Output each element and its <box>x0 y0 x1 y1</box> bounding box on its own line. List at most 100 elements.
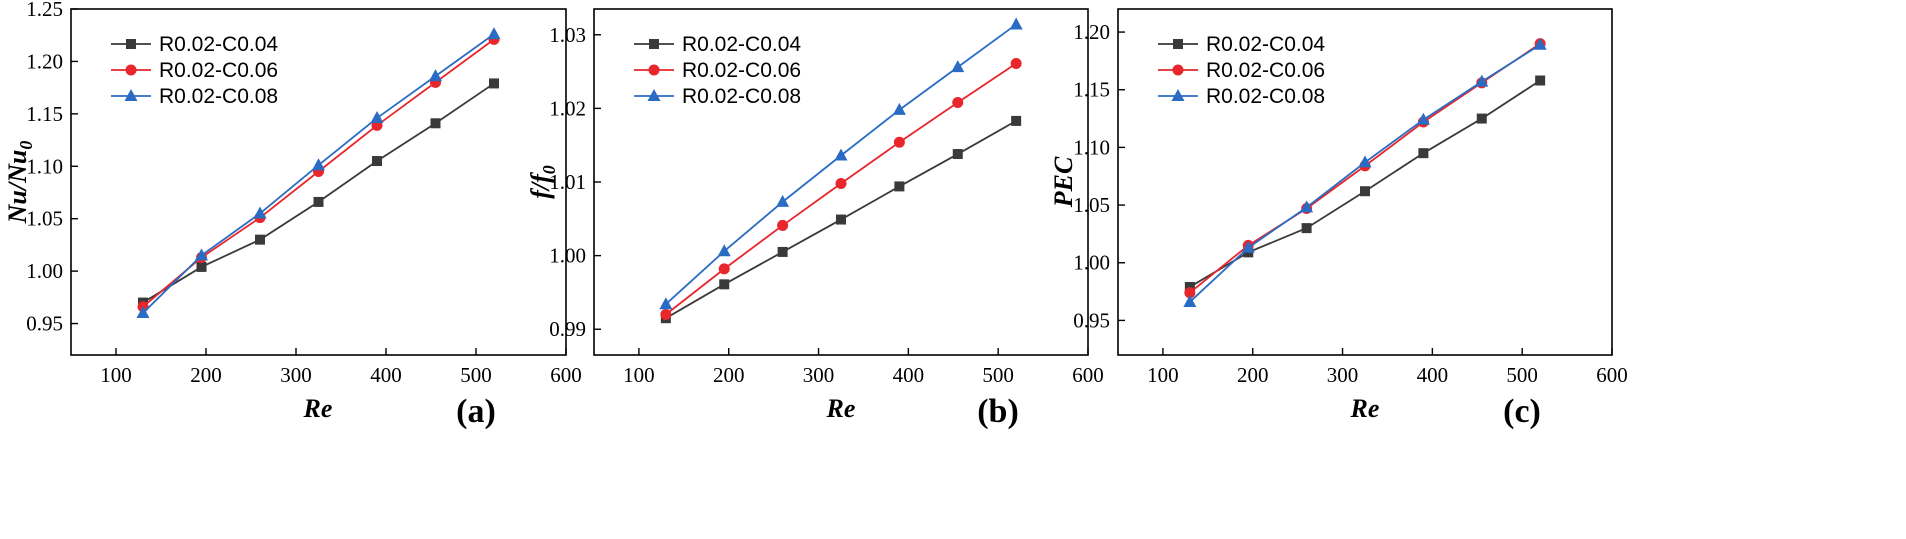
data-point-b-1-5 <box>952 96 964 108</box>
data-point-c-0-3 <box>1360 186 1370 197</box>
legend-label-b-2: R0.02-C0.08 <box>682 85 801 108</box>
x-axis-title-c: Re <box>1350 394 1380 423</box>
data-point-b-2-4 <box>892 102 906 115</box>
data-point-a-2-2 <box>253 206 267 219</box>
panel-label-a: (a) <box>456 393 496 430</box>
data-point-a-0-1 <box>196 261 207 272</box>
x-tick-label-a-0: 100 <box>100 363 132 387</box>
legend-label-a-2: R0.02-C0.08 <box>159 85 278 108</box>
y-tick-label-b-3: 1.02 <box>549 96 586 120</box>
data-point-c-0-5 <box>1476 113 1487 124</box>
data-point-c-2-4 <box>1416 112 1430 125</box>
legend-marker-a-1 <box>125 64 137 76</box>
x-tick-label-c-4: 500 <box>1506 363 1538 387</box>
y-tick-label-a-0: 0.95 <box>26 312 63 336</box>
x-tick-label-c-3: 400 <box>1417 363 1449 387</box>
data-point-b-1-6 <box>1010 57 1022 69</box>
y-tick-label-c-3: 1.10 <box>1073 135 1110 159</box>
data-point-a-0-3 <box>313 196 324 207</box>
legend-label-b-0: R0.02-C0.04 <box>682 33 801 56</box>
data-point-b-0-2 <box>777 246 788 257</box>
series-line-a-0 <box>142 82 495 304</box>
data-point-a-2-4 <box>370 111 384 124</box>
legend-label-c-1: R0.02-C0.06 <box>1206 59 1325 82</box>
y-axis-title-c: PEC <box>1049 156 1078 208</box>
chart-panel-a: 100 200 300 400 500 600 0.95 1.00 1.05 1.10 1.15 1.… <box>3 0 582 430</box>
x-tick-label-a-1: 200 <box>190 363 222 387</box>
data-point-b-1-4 <box>893 136 905 148</box>
legend-label-a-0: R0.02-C0.04 <box>159 33 278 56</box>
data-point-c-1-0 <box>1184 287 1196 299</box>
data-point-c-2-6 <box>1533 37 1547 50</box>
data-point-a-2-1 <box>195 248 208 261</box>
x-tick-label-a-2: 300 <box>280 363 312 387</box>
data-point-c-2-0 <box>1183 294 1197 307</box>
series-line-c-0 <box>1189 79 1541 288</box>
y-tick-label-c-5: 1.20 <box>1073 20 1110 44</box>
data-point-b-0-4 <box>894 181 905 192</box>
y-tick-label-c-4: 1.15 <box>1073 78 1110 102</box>
y-axis-title-main-b: f/f <box>526 172 555 199</box>
chart-panel-c: 100 200 300 400 500 600 0.95 1.00 1.05 1.10 1.15 1.… <box>1049 8 1628 430</box>
data-point-b-1-0 <box>660 309 672 321</box>
x-tick-label-a-5: 600 <box>550 363 582 387</box>
data-point-b-0-1 <box>719 279 730 290</box>
data-point-b-1-3 <box>835 177 847 189</box>
y-axis-title-main-c: PEC <box>1049 156 1078 208</box>
y-axis-title-subscript-b: 0 <box>539 165 559 174</box>
x-tick-label-c-1: 200 <box>1237 363 1269 387</box>
x-tick-label-b-3: 400 <box>893 363 925 387</box>
data-point-a-0-4 <box>372 156 382 167</box>
y-tick-label-c-2: 1.05 <box>1073 193 1110 217</box>
y-tick-label-a-5: 1.20 <box>26 49 63 73</box>
data-point-b-1-1 <box>718 263 730 275</box>
panel-label-c: (c) <box>1503 393 1541 430</box>
y-axis-title-b: f/f0 <box>526 165 559 199</box>
legend-marker-a-0 <box>126 39 136 49</box>
legend-marker-c-0 <box>1173 39 1183 49</box>
panel-label-b: (b) <box>977 393 1019 430</box>
data-point-b-2-0 <box>659 297 673 310</box>
plot-frame-c <box>1117 8 1613 356</box>
x-tick-label-a-3: 400 <box>370 363 402 387</box>
x-tick-label-c-2: 300 <box>1327 363 1359 387</box>
x-axis-title-b: Re <box>826 394 856 423</box>
y-tick-label-a-2: 1.05 <box>26 207 63 231</box>
y-tick-label-b-1: 1.00 <box>549 244 586 268</box>
x-tick-label-b-0: 100 <box>623 363 655 387</box>
data-point-a-0-6 <box>489 78 499 89</box>
data-point-c-2-2 <box>1300 200 1314 213</box>
y-tick-label-a-1: 1.00 <box>26 259 63 283</box>
x-tick-label-c-5: 600 <box>1596 363 1628 387</box>
x-tick-label-c-0: 100 <box>1147 363 1179 387</box>
data-point-b-2-2 <box>776 194 790 207</box>
data-point-b-0-6 <box>1011 115 1022 126</box>
y-tick-label-c-1: 1.00 <box>1073 251 1110 275</box>
legend-marker-b-1 <box>648 64 660 76</box>
y-axis-title-a: Nu/Nu0 <box>3 141 36 225</box>
data-point-b-1-2 <box>777 219 789 231</box>
data-point-a-2-0 <box>136 306 150 319</box>
x-axis-title-a: Re <box>303 394 333 423</box>
data-point-a-2-5 <box>429 69 442 82</box>
legend-marker-c-2 <box>1171 89 1185 101</box>
data-point-b-0-3 <box>836 214 846 225</box>
data-point-c-0-0 <box>1184 281 1195 292</box>
x-tick-label-b-1: 200 <box>713 363 745 387</box>
data-point-c-2-5 <box>1475 74 1489 87</box>
data-point-b-0-5 <box>952 149 963 160</box>
data-point-a-0-5 <box>430 118 441 129</box>
data-point-c-2-3 <box>1358 155 1372 168</box>
x-tick-label-b-2: 300 <box>803 363 835 387</box>
y-tick-label-b-2: 1.01 <box>549 170 586 194</box>
y-tick-label-a-3: 1.10 <box>26 154 63 178</box>
legend-marker-b-2 <box>647 89 661 101</box>
legend-marker-b-0 <box>649 39 659 49</box>
y-tick-label-b-0: 0.99 <box>549 317 586 341</box>
legend-label-c-0: R0.02-C0.04 <box>1206 33 1325 56</box>
x-tick-label-b-4: 500 <box>982 363 1014 387</box>
data-point-b-2-1 <box>717 244 731 257</box>
x-tick-label-a-4: 500 <box>460 363 492 387</box>
data-point-c-0-2 <box>1301 223 1312 234</box>
